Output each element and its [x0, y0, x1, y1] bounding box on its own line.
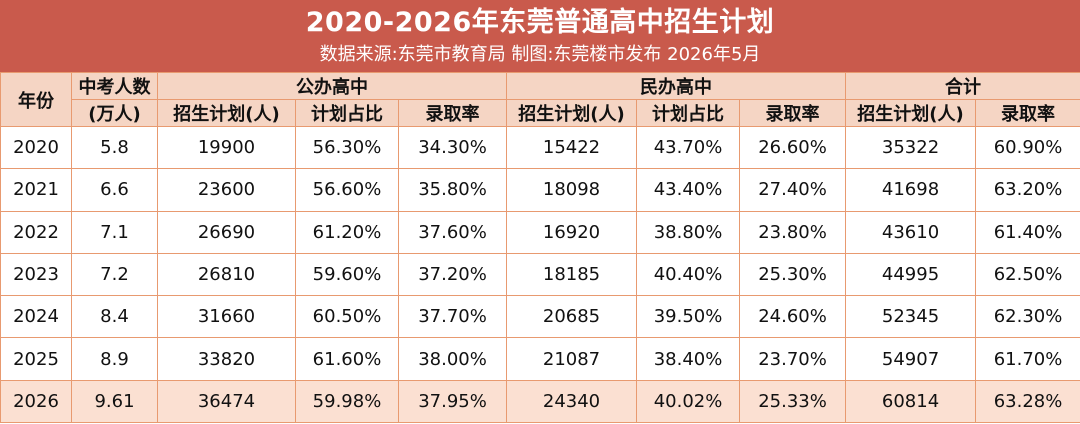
cell-public-rate: 34.30%: [397, 125, 508, 170]
cell-total-plan: 35322: [845, 125, 977, 170]
cell-year: 2020: [0, 125, 72, 170]
cell-public-rate: 38.00%: [397, 337, 508, 381]
cell-public-plan: 33820: [157, 337, 296, 381]
cell-total-rate: 63.28%: [975, 379, 1080, 424]
cell-private-rate: 23.70%: [739, 337, 847, 381]
cell-total-rate: 61.70%: [975, 337, 1080, 381]
header-public-rate: 录取率: [397, 99, 508, 127]
cell-private-rate: 26.60%: [739, 125, 847, 170]
header-exam-takers-unit: (万人): [71, 99, 158, 127]
cell-exam-takers: 8.9: [71, 337, 158, 381]
header-private-rate: 录取率: [739, 99, 847, 127]
cell-public-rate: 37.95%: [397, 379, 508, 424]
title-banner: 2020-2026年东莞普通高中招生计划 数据来源:东莞市教育局 制图:东莞楼市…: [0, 0, 1080, 72]
cell-public-rate: 35.80%: [397, 168, 508, 212]
cell-public-plan: 26690: [157, 210, 296, 254]
cell-exam-takers: 9.61: [71, 379, 158, 424]
cell-total-rate: 63.20%: [975, 168, 1080, 212]
cell-public-share: 56.30%: [295, 125, 399, 170]
cell-private-rate: 23.80%: [739, 210, 847, 254]
header-private-group: 民办高中: [506, 72, 847, 100]
cell-exam-takers: 5.8: [71, 125, 158, 170]
table-row: 2020 5.8 19900 56.30% 34.30% 15422 43.70…: [0, 125, 1080, 170]
cell-private-share: 38.80%: [636, 210, 741, 254]
header-public-share: 计划占比: [295, 99, 399, 127]
cell-total-rate: 62.30%: [975, 295, 1080, 339]
cell-public-share: 56.60%: [295, 168, 399, 212]
table-header: 年份 中考人数 公办高中 民办高中 合计 (万人) 招生计划(人) 计划占比 录…: [0, 72, 1080, 127]
cell-total-rate: 62.50%: [975, 252, 1080, 297]
cell-total-plan: 44995: [845, 252, 977, 297]
cell-private-share: 39.50%: [636, 295, 741, 339]
cell-public-share: 61.20%: [295, 210, 399, 254]
cell-year: 2025: [0, 337, 72, 381]
table-row-highlighted: 2026 9.61 36474 59.98% 37.95% 24340 40.0…: [0, 379, 1080, 424]
cell-private-rate: 25.30%: [739, 252, 847, 297]
cell-private-plan: 20685: [506, 295, 638, 339]
cell-private-share: 40.02%: [636, 379, 741, 424]
cell-year: 2023: [0, 252, 72, 297]
header-public-plan: 招生计划(人): [157, 99, 296, 127]
cell-total-plan: 41698: [845, 168, 977, 212]
table-row: 2024 8.4 31660 60.50% 37.70% 20685 39.50…: [0, 295, 1080, 339]
cell-public-plan: 23600: [157, 168, 296, 212]
header-total-plan: 招生计划(人): [845, 99, 977, 127]
cell-private-plan: 24340: [506, 379, 638, 424]
header-total-rate: 录取率: [975, 99, 1080, 127]
cell-private-plan: 15422: [506, 125, 638, 170]
cell-private-plan: 18185: [506, 252, 638, 297]
cell-private-plan: 21087: [506, 337, 638, 381]
cell-year: 2026: [0, 379, 72, 424]
cell-public-share: 61.60%: [295, 337, 399, 381]
cell-year: 2022: [0, 210, 72, 254]
cell-public-rate: 37.70%: [397, 295, 508, 339]
cell-private-share: 40.40%: [636, 252, 741, 297]
header-total-group: 合计: [845, 72, 1080, 100]
cell-total-plan: 52345: [845, 295, 977, 339]
table-row: 2025 8.9 33820 61.60% 38.00% 21087 38.40…: [0, 337, 1080, 381]
cell-exam-takers: 7.2: [71, 252, 158, 297]
cell-exam-takers: 8.4: [71, 295, 158, 339]
header-private-share: 计划占比: [636, 99, 741, 127]
cell-year: 2024: [0, 295, 72, 339]
cell-private-share: 43.40%: [636, 168, 741, 212]
header-exam-takers: 中考人数: [71, 72, 158, 100]
enrollment-table: 年份 中考人数 公办高中 民办高中 合计 (万人) 招生计划(人) 计划占比 录…: [0, 72, 1080, 424]
cell-total-rate: 60.90%: [975, 125, 1080, 170]
table-row: 2022 7.1 26690 61.20% 37.60% 16920 38.80…: [0, 210, 1080, 254]
header-year: 年份: [0, 72, 72, 127]
cell-public-rate: 37.20%: [397, 252, 508, 297]
cell-private-rate: 24.60%: [739, 295, 847, 339]
cell-public-plan: 36474: [157, 379, 296, 424]
cell-private-rate: 27.40%: [739, 168, 847, 212]
cell-private-plan: 18098: [506, 168, 638, 212]
cell-public-share: 59.98%: [295, 379, 399, 424]
cell-public-share: 59.60%: [295, 252, 399, 297]
page-title: 2020-2026年东莞普通高中招生计划: [305, 7, 775, 38]
page-subtitle: 数据来源:东莞市教育局 制图:东莞楼市发布 2026年5月: [319, 44, 761, 65]
cell-year: 2021: [0, 168, 72, 212]
cell-exam-takers: 7.1: [71, 210, 158, 254]
cell-private-share: 43.70%: [636, 125, 741, 170]
cell-public-rate: 37.60%: [397, 210, 508, 254]
cell-public-plan: 19900: [157, 125, 296, 170]
table-body: 2020 5.8 19900 56.30% 34.30% 15422 43.70…: [0, 125, 1080, 424]
cell-private-share: 38.40%: [636, 337, 741, 381]
header-public-group: 公办高中: [156, 72, 508, 100]
cell-public-share: 60.50%: [295, 295, 399, 339]
cell-exam-takers: 6.6: [71, 168, 158, 212]
cell-private-plan: 16920: [506, 210, 638, 254]
cell-public-plan: 26810: [157, 252, 296, 297]
table-row: 2023 7.2 26810 59.60% 37.20% 18185 40.40…: [0, 252, 1080, 297]
cell-total-plan: 43610: [845, 210, 977, 254]
cell-total-plan: 54907: [845, 337, 977, 381]
cell-total-plan: 60814: [845, 379, 977, 424]
header-private-plan: 招生计划(人): [506, 99, 638, 127]
cell-public-plan: 31660: [157, 295, 296, 339]
table-row: 2021 6.6 23600 56.60% 35.80% 18098 43.40…: [0, 168, 1080, 212]
cell-total-rate: 61.40%: [975, 210, 1080, 254]
cell-private-rate: 25.33%: [739, 379, 847, 424]
